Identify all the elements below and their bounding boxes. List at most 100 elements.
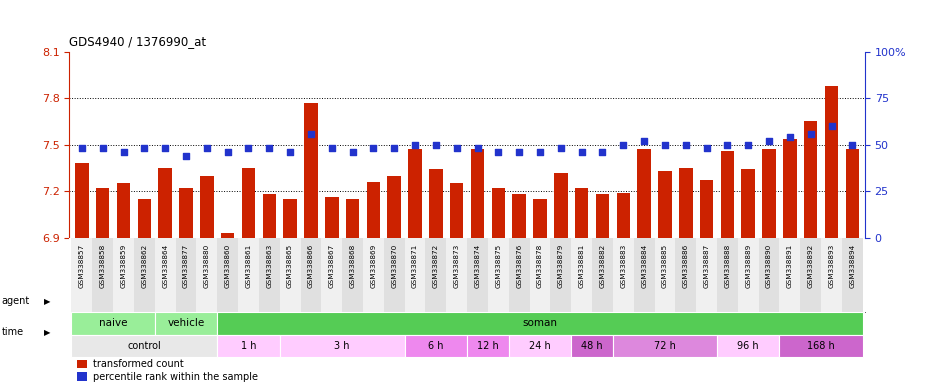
Bar [384, 238, 404, 312]
Point [553, 146, 568, 152]
Point [220, 149, 235, 155]
Bar [758, 238, 780, 312]
Text: 96 h: 96 h [737, 341, 759, 351]
Bar [780, 334, 863, 357]
Point [761, 138, 776, 144]
Text: GSM338872: GSM338872 [433, 243, 438, 288]
Bar [200, 176, 214, 238]
Text: GSM338883: GSM338883 [621, 243, 626, 288]
Point [741, 142, 756, 148]
Bar [92, 238, 113, 312]
Text: GSM338878: GSM338878 [537, 243, 543, 288]
Text: agent: agent [2, 296, 31, 306]
Bar [363, 238, 384, 312]
Bar [179, 188, 192, 238]
Bar [804, 121, 818, 238]
Point [428, 142, 443, 148]
Bar [491, 188, 505, 238]
Bar [742, 169, 755, 238]
Point [512, 149, 526, 155]
Text: time: time [2, 327, 24, 337]
Point [366, 146, 381, 152]
Bar [404, 334, 467, 357]
Text: GSM338864: GSM338864 [162, 243, 168, 288]
Bar [679, 168, 693, 238]
Text: naive: naive [99, 318, 128, 328]
Bar [596, 194, 610, 238]
Text: GSM338881: GSM338881 [579, 243, 585, 288]
Text: GSM338877: GSM338877 [183, 243, 189, 288]
Point [325, 146, 339, 152]
Bar [572, 334, 613, 357]
Bar [154, 312, 217, 334]
Text: GSM338884: GSM338884 [641, 243, 648, 288]
Text: GSM338876: GSM338876 [516, 243, 523, 288]
Bar [138, 199, 151, 238]
Text: percentile rank within the sample: percentile rank within the sample [93, 372, 258, 382]
Bar [821, 238, 842, 312]
Bar [346, 199, 359, 238]
Text: 72 h: 72 h [654, 341, 676, 351]
Point [241, 146, 256, 152]
Text: GSM338863: GSM338863 [266, 243, 272, 288]
Bar [117, 184, 130, 238]
Text: GSM338885: GSM338885 [662, 243, 668, 288]
Bar [78, 360, 87, 369]
Bar [96, 188, 109, 238]
Bar [717, 334, 780, 357]
Bar [783, 139, 796, 238]
Bar [634, 238, 655, 312]
Point [845, 142, 859, 148]
Text: GSM338873: GSM338873 [454, 243, 460, 288]
Point [283, 149, 298, 155]
Text: GSM338859: GSM338859 [120, 243, 127, 288]
Bar [637, 149, 651, 238]
Point [636, 138, 651, 144]
Point [470, 146, 485, 152]
Text: GSM338868: GSM338868 [350, 243, 355, 288]
Text: GSM338870: GSM338870 [391, 243, 397, 288]
Text: GSM338891: GSM338891 [787, 243, 793, 288]
Text: control: control [128, 341, 161, 351]
Bar [450, 184, 463, 238]
Bar [446, 238, 467, 312]
Text: GSM338887: GSM338887 [704, 243, 709, 288]
Text: GSM338858: GSM338858 [100, 243, 105, 288]
Text: transformed count: transformed count [93, 359, 184, 369]
Bar [154, 238, 176, 312]
Text: 12 h: 12 h [477, 341, 499, 351]
Bar [221, 233, 234, 238]
Bar [509, 334, 572, 357]
Bar [800, 238, 821, 312]
Bar [467, 238, 488, 312]
Text: 3 h: 3 h [335, 341, 350, 351]
Bar [113, 238, 134, 312]
Text: GSM338866: GSM338866 [308, 243, 314, 288]
Point [699, 146, 714, 152]
Point [491, 149, 506, 155]
Bar [301, 238, 321, 312]
Text: GSM338894: GSM338894 [849, 243, 856, 288]
Bar [279, 238, 301, 312]
Text: GSM338882: GSM338882 [599, 243, 606, 288]
Point [179, 153, 193, 159]
Bar [404, 238, 426, 312]
Point [574, 149, 589, 155]
Bar [509, 238, 530, 312]
Text: GSM338860: GSM338860 [225, 243, 230, 288]
Text: GSM338867: GSM338867 [328, 243, 335, 288]
Bar [71, 312, 154, 334]
Bar [408, 149, 422, 238]
Bar [533, 199, 547, 238]
Bar [488, 238, 509, 312]
Bar [321, 238, 342, 312]
Text: GSM338890: GSM338890 [766, 243, 772, 288]
Bar [279, 334, 404, 357]
Point [783, 134, 797, 141]
Point [450, 146, 464, 152]
Bar [196, 238, 217, 312]
Text: GSM338871: GSM338871 [412, 243, 418, 288]
Bar [71, 238, 92, 312]
Point [95, 146, 110, 152]
Bar [217, 238, 238, 312]
